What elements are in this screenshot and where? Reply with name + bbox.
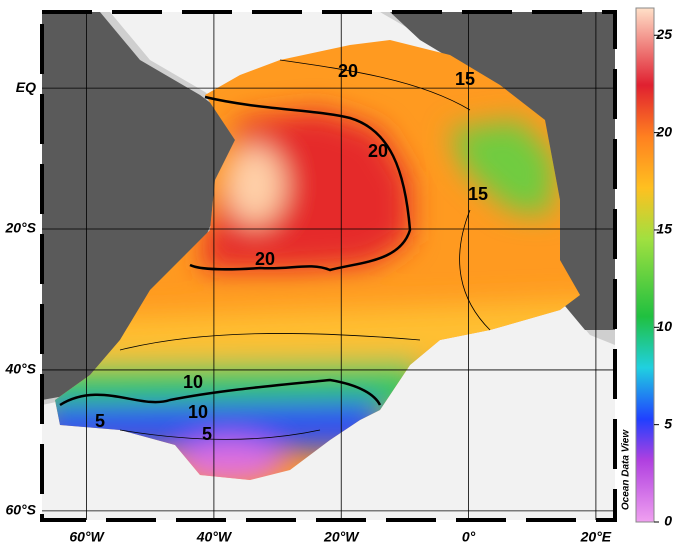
lon-tick-label: 20°E [580, 529, 612, 545]
contour-label: 20 [368, 141, 388, 161]
contour-label: 5 [202, 424, 212, 444]
colorbar-label: Ocean Data View [621, 429, 632, 510]
lon-tick-label: 60°W [69, 529, 105, 545]
colorbar [635, 7, 655, 523]
colorbar-tick-label: 0 [664, 513, 672, 529]
lat-tick-label: 40°S [4, 361, 36, 377]
contour-label: 10 [188, 402, 208, 422]
lat-tick-label: 20°S [4, 220, 36, 236]
contour-label: 15 [468, 184, 488, 204]
contour-label: 10 [183, 372, 203, 392]
lon-tick-label: 40°W [196, 529, 233, 545]
colorbar-tick-label: 15 [656, 221, 672, 237]
south-america [42, 12, 240, 400]
grid [42, 12, 615, 520]
contour-label: 15 [455, 69, 475, 89]
colorbar-tick-label: 25 [655, 26, 672, 42]
contour-label: 20 [338, 61, 358, 81]
lon-tick-label: 0° [462, 529, 476, 545]
contour-20 [189, 95, 412, 272]
contour-label: 5 [95, 411, 105, 431]
colorbar-tick-label: 20 [655, 123, 672, 139]
lat-tick-label: EQ [16, 79, 36, 95]
colorbar-tick-label: 5 [664, 415, 672, 431]
contour-label: 20 [255, 249, 275, 269]
min-patch [175, 440, 285, 480]
warm-patch [225, 145, 285, 225]
colorbar-tick-label: 10 [656, 318, 672, 334]
field [55, 40, 580, 480]
green-band [55, 360, 420, 410]
contour-10 [59, 378, 382, 407]
cool-patch [450, 120, 555, 215]
map-frame [40, 10, 617, 522]
lat-tick-label: 60°S [5, 502, 36, 518]
contour-thin [119, 59, 491, 440]
lon-tick-label: 20°W [323, 529, 360, 545]
